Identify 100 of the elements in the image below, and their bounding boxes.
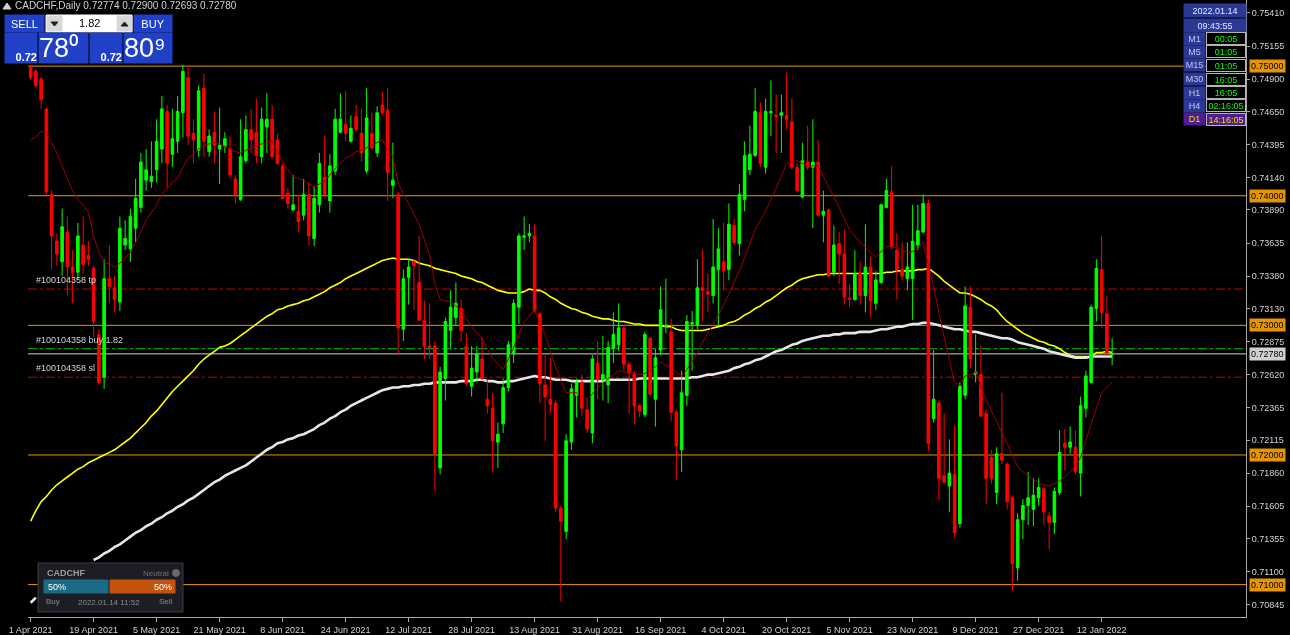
annotation: 16:05: [1214, 87, 1238, 98]
candlestick: [926, 199, 931, 452]
candlestick: [968, 285, 973, 369]
annotation: 09:43:55: [1197, 20, 1233, 31]
candlestick: [212, 110, 217, 164]
y-tick-label: 0.73635: [1251, 238, 1285, 249]
candlestick: [391, 142, 395, 199]
candlestick: [548, 357, 553, 414]
candlestick: [296, 193, 301, 233]
candlestick: [165, 104, 169, 189]
candlestick: [853, 249, 857, 302]
candlestick: [706, 273, 710, 313]
candlestick: [863, 223, 868, 313]
y-tick-label: 0.71355: [1251, 533, 1285, 544]
candlestick: [1105, 295, 1109, 356]
candlestick: [107, 244, 112, 304]
candlestick: [102, 258, 106, 390]
candlestick: [55, 232, 59, 267]
candlestick: [380, 91, 385, 116]
candlestick: [1063, 428, 1067, 472]
candlestick: [847, 283, 852, 308]
candlestick: [485, 379, 490, 414]
x-tick-label: 20 Oct 2021: [762, 624, 812, 635]
x-tick-label: 1 Apr 2021: [8, 624, 53, 635]
y-tick-label: 0.73380: [1251, 271, 1285, 282]
candlestick: [370, 112, 374, 151]
annotation: SELL: [11, 17, 38, 30]
candlestick: [490, 392, 495, 473]
candlestick: [700, 249, 705, 322]
candlestick: [532, 223, 537, 313]
candlestick: [952, 424, 957, 539]
candlestick: [1073, 429, 1078, 475]
candlestick: [49, 190, 54, 271]
candlestick: [905, 241, 910, 291]
x-tick-label: 9 Dec 2021: [952, 624, 999, 635]
candlestick: [1036, 477, 1041, 507]
candlestick: [580, 374, 584, 417]
y-tick-label: 0.72620: [1251, 369, 1285, 380]
candlestick: [60, 208, 64, 277]
candlestick: [653, 348, 658, 427]
candlestick: [359, 108, 364, 163]
x-tick-label: 28 Jul 2021: [448, 624, 495, 635]
candlestick: [307, 182, 311, 246]
candlestick: [1110, 337, 1114, 366]
y-tick-label: 0.74900: [1251, 74, 1285, 85]
candlestick: [1052, 486, 1057, 535]
x-tick-label: 16 Sep 2021: [635, 624, 687, 635]
candlestick: [44, 107, 49, 195]
annotation: 0.72: [15, 51, 37, 63]
candlestick: [385, 87, 390, 202]
candlestick: [832, 225, 836, 277]
ref-line-label: #100104358 sl: [36, 363, 96, 373]
x-tick-label: 31 Aug 2021: [572, 624, 623, 635]
x-tick-label: 24 Jun 2021: [320, 624, 371, 635]
annotation: M5: [1188, 47, 1201, 57]
annotation: M30: [1185, 74, 1204, 84]
candlestick: [291, 174, 295, 212]
candlestick: [1047, 511, 1051, 551]
candlestick: [223, 131, 227, 154]
y-tick-label: 0.75155: [1251, 41, 1285, 52]
candlestick: [396, 191, 400, 355]
candlestick: [637, 403, 642, 418]
candlestick: [464, 332, 469, 387]
x-tick-label: 12 Jan 2022: [1076, 624, 1127, 635]
candlestick: [343, 90, 348, 142]
x-tick-label: 21 May 2021: [193, 624, 246, 635]
candlestick: [737, 183, 742, 256]
candlestick: [196, 85, 201, 158]
candlestick: [301, 178, 306, 221]
candlestick: [811, 118, 815, 229]
candlestick: [643, 331, 647, 418]
annotation: 00:05: [1214, 33, 1238, 44]
candlestick: [590, 354, 595, 444]
ref-line-label: 0.72000: [1251, 450, 1284, 460]
candlestick: [480, 336, 484, 381]
annotation: M15: [1185, 60, 1204, 70]
candlestick: [732, 218, 736, 246]
ref-line-label: 0.75000: [1251, 61, 1284, 71]
annotation: 78⁰: [39, 33, 79, 63]
annotation: H4: [1188, 101, 1201, 111]
candlestick: [406, 258, 411, 306]
candlestick: [800, 142, 805, 199]
candlestick: [375, 105, 379, 158]
ref-line-label: 0.73000: [1251, 320, 1284, 330]
candlestick: [364, 87, 369, 175]
candlestick: [228, 135, 232, 179]
candlestick: [816, 139, 820, 217]
x-tick-label: 23 Nov 2021: [887, 624, 939, 635]
candlestick: [973, 333, 978, 383]
annotation: 80⁹: [124, 33, 166, 63]
annotation: 01:05: [1214, 60, 1238, 71]
annotation: BUY: [141, 17, 165, 30]
annotation: H1: [1188, 88, 1201, 98]
annotation: 16:05: [1214, 74, 1238, 85]
candlestick: [595, 340, 600, 400]
candlestick: [758, 101, 763, 168]
x-tick-label: 12 Jul 2021: [385, 624, 432, 635]
candlestick: [1000, 392, 1004, 465]
candlestick: [616, 302, 621, 352]
annotation: M1: [1188, 34, 1201, 44]
